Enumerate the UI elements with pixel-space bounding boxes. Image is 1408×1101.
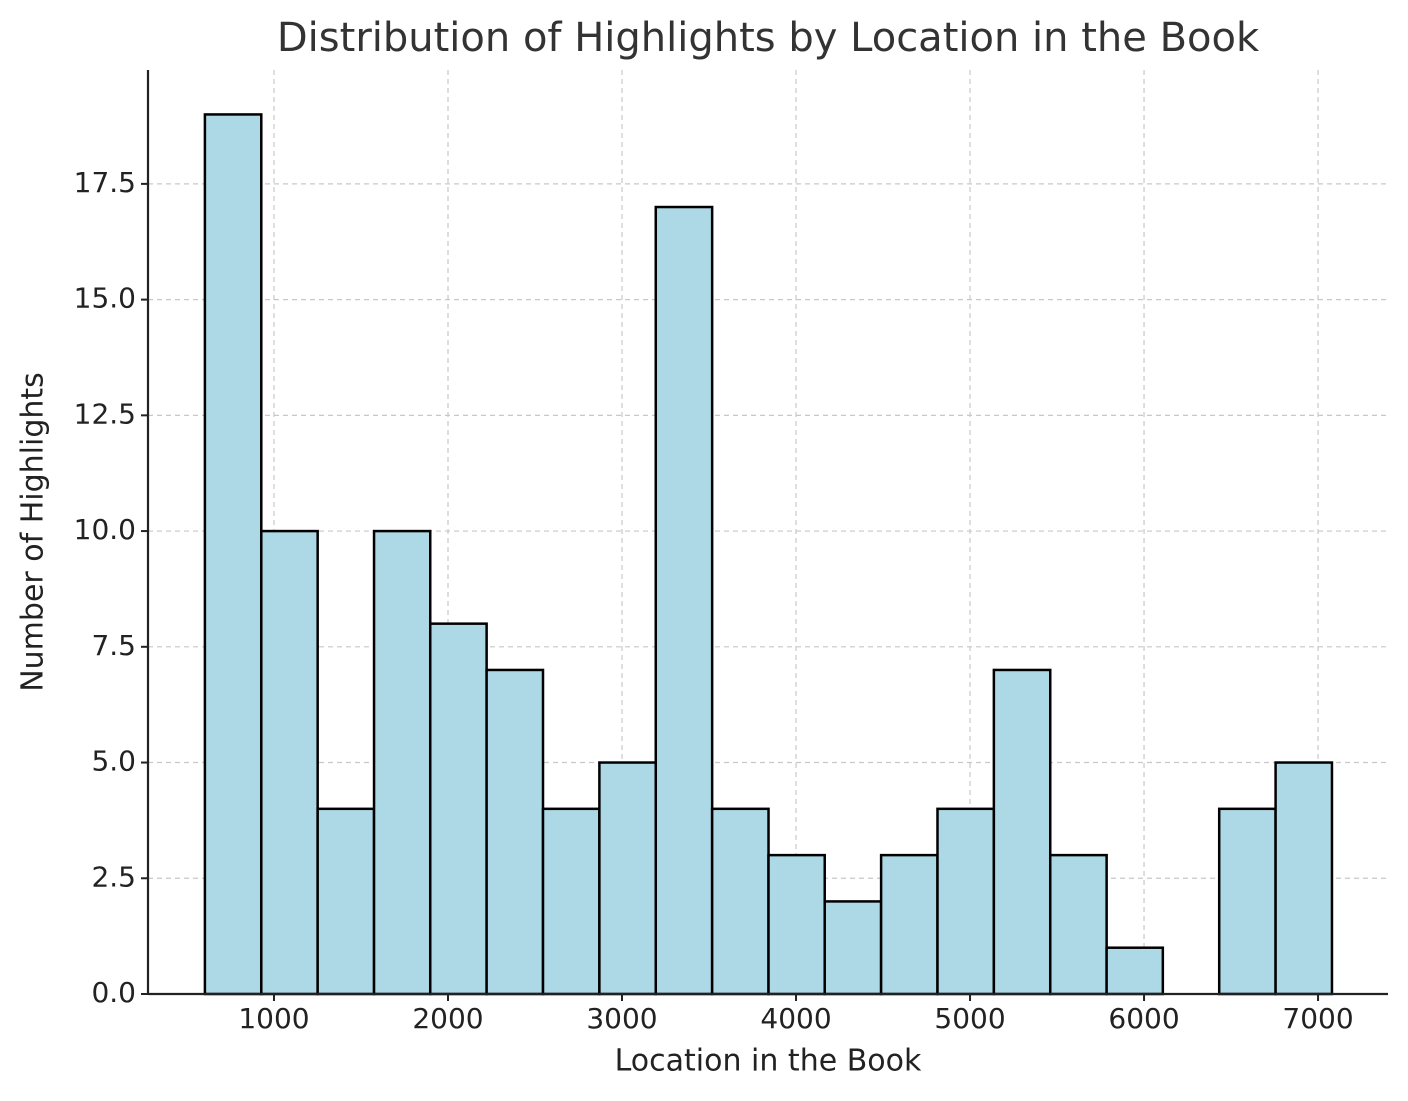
bar [372, 529, 432, 996]
bar [992, 668, 1052, 996]
bar [879, 853, 939, 996]
x-axis-label: Location in the Book [615, 1044, 922, 1079]
bar [1105, 946, 1165, 996]
chart-title: Distribution of Highlights by Location i… [277, 15, 1260, 61]
bar [1274, 761, 1334, 996]
bar [936, 807, 996, 996]
grid [148, 70, 1388, 995]
x-tick-label: 7000 [1282, 1002, 1353, 1035]
y-tick-label: 2.5 [91, 860, 136, 893]
y-tick-label: 0.0 [91, 976, 136, 1009]
bar [1217, 807, 1277, 996]
y-tick-label: 12.5 [74, 397, 136, 430]
x-tick-label: 1000 [238, 1002, 309, 1035]
x-tick-label: 5000 [934, 1002, 1005, 1035]
bar [598, 761, 658, 996]
bar [1048, 853, 1108, 996]
y-tick-label: 10.0 [74, 513, 136, 546]
y-tick-label: 5.0 [91, 745, 136, 778]
bar [541, 807, 601, 996]
bar [203, 113, 263, 996]
bar [823, 900, 883, 996]
bar [260, 529, 319, 996]
y-tick-label: 7.5 [91, 629, 136, 662]
bar [710, 807, 770, 996]
bar [428, 622, 488, 996]
x-tick-label: 4000 [760, 1002, 831, 1035]
bar [767, 853, 826, 996]
bar [316, 807, 376, 996]
x-tick-label: 3000 [586, 1002, 657, 1035]
axes: 0.0 2.5 5.0 7.5 10.0 12.5 15.0 17.5 1000 2000 3000… [74, 70, 1388, 1035]
y-tick-label: 17.5 [74, 166, 136, 199]
bar [654, 205, 714, 996]
x-tick-label: 6000 [1108, 1002, 1179, 1035]
bar [485, 668, 545, 996]
bars [203, 113, 1334, 996]
y-axis-label: Number of Highlights [16, 372, 51, 692]
y-tick-label: 15.0 [74, 282, 136, 315]
x-tick-label: 2000 [412, 1002, 483, 1035]
